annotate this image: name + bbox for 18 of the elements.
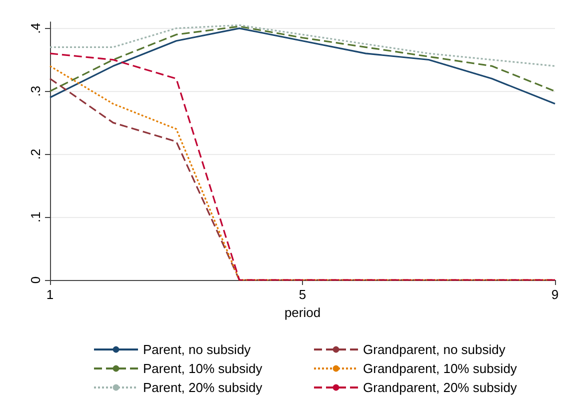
legend-label: Parent, 10% subsidy (143, 361, 263, 376)
legend-label: Parent, 20% subsidy (143, 380, 263, 395)
line-series (49, 26, 556, 92)
x-tick-label: 9 (551, 287, 559, 302)
y-tick-label: .1 (28, 212, 43, 222)
legend-label: Grandparent, 20% subsidy (363, 380, 518, 395)
x-tick-label: 1 (46, 287, 54, 302)
legend-label: Grandparent, 10% subsidy (363, 361, 518, 376)
y-tick-label: .2 (28, 148, 43, 160)
y-tick-label: .4 (28, 22, 43, 34)
y-tick-label: 0 (28, 276, 43, 284)
line-series (49, 24, 556, 67)
legend-label: Parent, no subsidy (143, 342, 252, 357)
line-series (49, 27, 556, 105)
x-axis-title: period (284, 304, 321, 320)
legend-label: Grandparent, no subsidy (363, 342, 506, 357)
y-tick-label: .3 (28, 86, 43, 97)
x-tick-label: 5 (298, 287, 306, 302)
